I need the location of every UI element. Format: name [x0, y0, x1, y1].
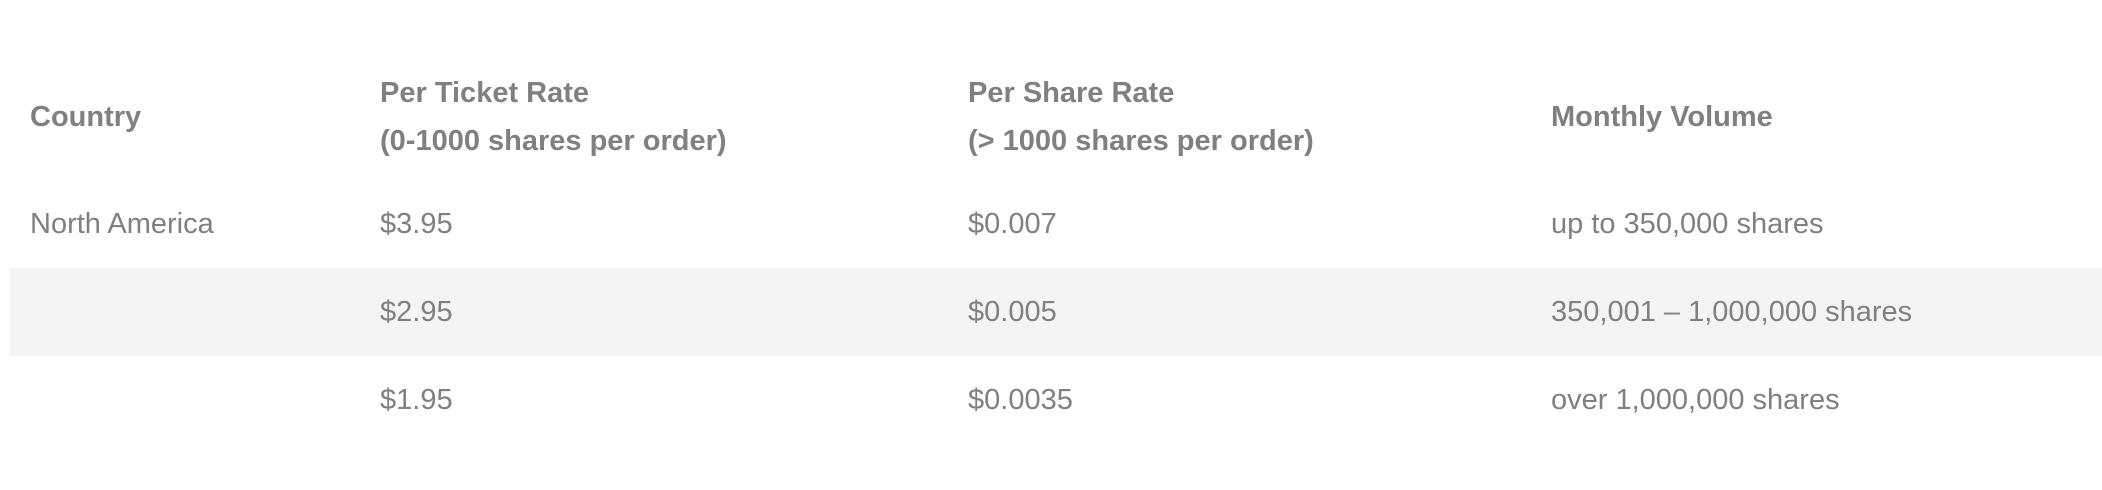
cell-per-ticket-rate: $3.95 [380, 207, 453, 240]
header-country-label: Country [30, 101, 142, 133]
cell-per-ticket-rate: $1.95 [380, 383, 453, 416]
header-country: Country [10, 93, 360, 141]
cell-monthly-volume: over 1,000,000 shares [1551, 383, 1840, 416]
table-header-row: Country Per Ticket Rate (0-1000 shares p… [10, 54, 2102, 180]
table-row: North America $3.95 $0.007 up to 350,000… [10, 180, 2102, 268]
table-row: $1.95 $0.0035 over 1,000,000 shares [10, 356, 2102, 444]
cell-per-ticket-rate: $2.95 [380, 295, 453, 328]
table-row: $2.95 $0.005 350,001 – 1,000,000 shares [10, 268, 2102, 356]
header-monthly-volume: Monthly Volume [1531, 93, 2102, 141]
header-per-share-rate: Per Share Rate (> 1000 shares per order) [948, 69, 1531, 165]
pricing-table: Country Per Ticket Rate (0-1000 shares p… [10, 54, 2102, 444]
cell-monthly-volume: up to 350,000 shares [1551, 207, 1824, 240]
cell-per-share-rate: $0.005 [968, 295, 1057, 328]
header-monthly-volume-label: Monthly Volume [1551, 101, 1773, 133]
cell-per-share-rate: $0.0035 [968, 383, 1073, 416]
cell-per-share-rate: $0.007 [968, 207, 1057, 240]
cell-monthly-volume: 350,001 – 1,000,000 shares [1551, 295, 1913, 328]
header-per-ticket-rate: Per Ticket Rate (0-1000 shares per order… [360, 69, 948, 165]
header-per-ticket-title: Per Ticket Rate [380, 77, 590, 109]
cell-country: North America [30, 207, 214, 240]
header-per-share-title: Per Share Rate [968, 77, 1175, 109]
header-per-ticket-subtitle: (0-1000 shares per order) [380, 125, 727, 157]
header-per-share-subtitle: (> 1000 shares per order) [968, 125, 1314, 157]
